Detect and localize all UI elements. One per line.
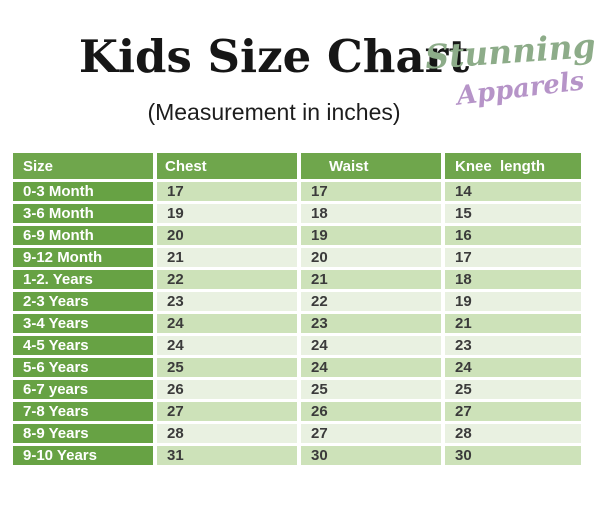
knee-length-cell: 15 bbox=[445, 204, 581, 223]
chest-cell: 27 bbox=[157, 402, 297, 421]
waist-cell: 22 bbox=[301, 292, 441, 311]
waist-cell: 20 bbox=[301, 248, 441, 267]
table-row: 3-6 Month 19 18 15 bbox=[13, 204, 581, 223]
size-cell: 1-2. Years bbox=[13, 270, 153, 289]
table-row: 7-8 Years 27 26 27 bbox=[13, 402, 581, 421]
table-row: 2-3 Years 23 22 19 bbox=[13, 292, 581, 311]
waist-cell: 18 bbox=[301, 204, 441, 223]
column-header-size: Size bbox=[13, 153, 153, 179]
size-table-body: 0-3 Month 17 17 14 3-6 Month 19 18 15 6-9 Month 2… bbox=[13, 182, 581, 465]
chest-cell: 28 bbox=[157, 424, 297, 443]
chest-cell: 17 bbox=[157, 182, 297, 201]
table-row: 4-5 Years 24 24 23 bbox=[13, 336, 581, 355]
knee-length-cell: 30 bbox=[445, 446, 581, 465]
waist-cell: 30 bbox=[301, 446, 441, 465]
chest-cell: 24 bbox=[157, 314, 297, 333]
knee-length-cell: 21 bbox=[445, 314, 581, 333]
chest-cell: 31 bbox=[157, 446, 297, 465]
column-header-chest: Chest bbox=[157, 153, 297, 179]
size-cell: 4-5 Years bbox=[13, 336, 153, 355]
waist-cell: 23 bbox=[301, 314, 441, 333]
chest-cell: 25 bbox=[157, 358, 297, 377]
chest-cell: 24 bbox=[157, 336, 297, 355]
column-header-waist: Waist bbox=[301, 153, 441, 179]
waist-cell: 21 bbox=[301, 270, 441, 289]
waist-cell: 26 bbox=[301, 402, 441, 421]
table-row: 8-9 Years 28 27 28 bbox=[13, 424, 581, 443]
table-row: 3-4 Years 24 23 21 bbox=[13, 314, 581, 333]
chest-cell: 20 bbox=[157, 226, 297, 245]
waist-cell: 19 bbox=[301, 226, 441, 245]
size-cell: 9-12 Month bbox=[13, 248, 153, 267]
knee-length-cell: 27 bbox=[445, 402, 581, 421]
chest-cell: 22 bbox=[157, 270, 297, 289]
page-title: Kids Size Chart bbox=[78, 30, 470, 83]
size-cell: 3-6 Month bbox=[13, 204, 153, 223]
knee-length-cell: 18 bbox=[445, 270, 581, 289]
knee-length-cell: 28 bbox=[445, 424, 581, 443]
size-cell: 6-7 years bbox=[13, 380, 153, 399]
size-cell: 5-6 Years bbox=[13, 358, 153, 377]
header-row: Size Chest Waist Knee length bbox=[13, 153, 581, 179]
knee-length-cell: 25 bbox=[445, 380, 581, 399]
knee-length-cell: 14 bbox=[445, 182, 581, 201]
chest-cell: 21 bbox=[157, 248, 297, 267]
knee-length-cell: 16 bbox=[445, 226, 581, 245]
table-header: Size Chest Waist Knee length bbox=[13, 153, 581, 179]
waist-cell: 24 bbox=[301, 336, 441, 355]
waist-cell: 27 bbox=[301, 424, 441, 443]
chest-cell: 26 bbox=[157, 380, 297, 399]
waist-cell: 17 bbox=[301, 182, 441, 201]
table-row: 1-2. Years 22 21 18 bbox=[13, 270, 581, 289]
table-row: 9-12 Month 21 20 17 bbox=[13, 248, 581, 267]
size-cell: 7-8 Years bbox=[13, 402, 153, 421]
knee-length-cell: 19 bbox=[445, 292, 581, 311]
knee-length-cell: 24 bbox=[445, 358, 581, 377]
table-row: 0-3 Month 17 17 14 bbox=[13, 182, 581, 201]
size-cell: 6-9 Month bbox=[13, 226, 153, 245]
table-row: 9-10 Years 31 30 30 bbox=[13, 446, 581, 465]
knee-length-cell: 17 bbox=[445, 248, 581, 267]
measurement-unit-note: (Measurement in inches) bbox=[147, 99, 401, 125]
chest-cell: 19 bbox=[157, 204, 297, 223]
table-row: 5-6 Years 25 24 24 bbox=[13, 358, 581, 377]
size-cell: 8-9 Years bbox=[13, 424, 153, 443]
size-cell: 2-3 Years bbox=[13, 292, 153, 311]
size-cell: 9-10 Years bbox=[13, 446, 153, 465]
size-cell: 0-3 Month bbox=[13, 182, 153, 201]
waist-cell: 24 bbox=[301, 358, 441, 377]
kids-size-chart-table: Size Chest Waist Knee length 0-3 Month 17… bbox=[9, 150, 585, 468]
column-header-knee-length: Knee length bbox=[445, 153, 581, 179]
waist-cell: 25 bbox=[301, 380, 441, 399]
table-row: 6-9 Month 20 19 16 bbox=[13, 226, 581, 245]
knee-length-cell: 23 bbox=[445, 336, 581, 355]
chest-cell: 23 bbox=[157, 292, 297, 311]
size-cell: 3-4 Years bbox=[13, 314, 153, 333]
table-row: 6-7 years 26 25 25 bbox=[13, 380, 581, 399]
